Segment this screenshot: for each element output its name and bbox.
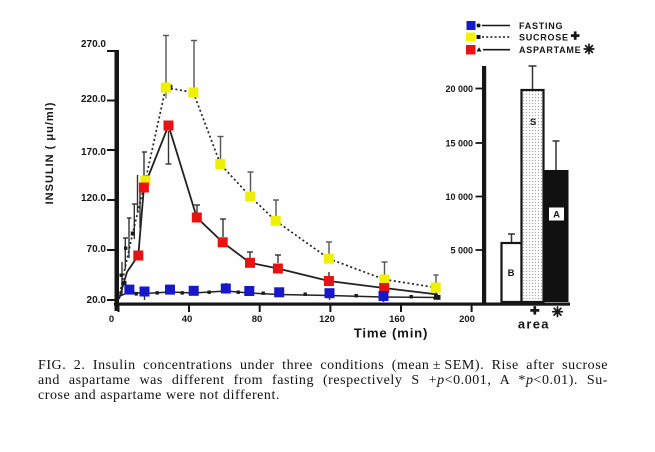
svg-text:5 000: 5 000 [450, 246, 473, 256]
svg-text:20.0: 20.0 [87, 295, 107, 306]
svg-text:ASPARTAME: ASPARTAME [519, 45, 581, 55]
svg-text:area: area [518, 316, 550, 331]
svg-text:220.0: 220.0 [81, 94, 106, 105]
svg-text:SUCROSE: SUCROSE [519, 33, 569, 43]
svg-text:270.0: 270.0 [81, 39, 106, 50]
svg-text:160: 160 [389, 314, 405, 325]
svg-text:INSULIN ( μu/ml): INSULIN ( μu/ml) [44, 102, 56, 205]
svg-text:200: 200 [459, 314, 475, 325]
svg-text:40: 40 [182, 314, 193, 325]
svg-text:FASTING: FASTING [519, 21, 563, 31]
svg-text:10 000: 10 000 [445, 192, 473, 202]
svg-text:20 000: 20 000 [445, 84, 473, 94]
svg-text:80: 80 [252, 314, 263, 325]
svg-text:120: 120 [319, 314, 335, 325]
svg-text:170.0: 170.0 [81, 147, 106, 158]
svg-text:Time (min): Time (min) [354, 326, 428, 341]
svg-text:70.0: 70.0 [87, 244, 107, 255]
svg-text:15 000: 15 000 [445, 139, 473, 149]
svg-text:0: 0 [109, 314, 114, 325]
svg-text:120.0: 120.0 [81, 193, 106, 204]
svg-text:B: B [508, 268, 515, 279]
svg-text:A: A [553, 210, 560, 221]
svg-text:S: S [530, 117, 536, 128]
